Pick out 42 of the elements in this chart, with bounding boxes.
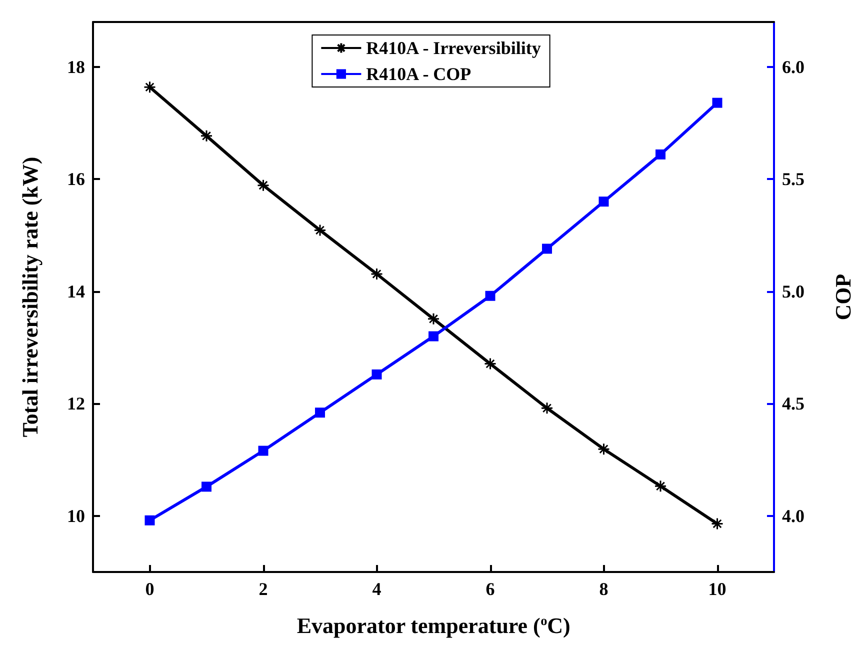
point (540, 402, 554, 414)
y2-tick-label: 5.0 (782, 281, 804, 302)
x-tick-label: 6 (486, 579, 495, 599)
x-tick-label: 4 (372, 579, 382, 599)
legend-label: R410A - COP (366, 64, 472, 84)
point (370, 268, 383, 280)
y2-tick-label: 4.5 (782, 394, 804, 414)
point (202, 482, 212, 492)
point (654, 480, 667, 492)
y-axis-title: Total irreversibility rate (kW) (18, 156, 42, 438)
y-tick-label: 14 (67, 281, 85, 302)
y2-tick-label: 6.0 (782, 56, 804, 77)
y2-tick-label: 4.0 (782, 506, 804, 526)
y-tick-label: 18 (67, 56, 85, 77)
point (258, 446, 268, 456)
x-tick-label: 10 (708, 579, 726, 599)
point (711, 517, 724, 530)
point (598, 196, 609, 207)
y-tick-label: 12 (67, 394, 85, 414)
point (144, 80, 156, 94)
x-tick-label: 0 (145, 579, 154, 599)
point (656, 149, 666, 160)
x-tick-label: 8 (599, 579, 608, 599)
y-tick-label: 16 (67, 169, 85, 190)
y2-tick-label: 5.5 (782, 169, 804, 190)
point (484, 358, 496, 370)
point (598, 442, 610, 456)
point (257, 179, 270, 192)
y2-axis-title: COP (830, 274, 856, 320)
point (315, 408, 325, 418)
point (427, 312, 440, 326)
point (314, 224, 326, 236)
legend-label: R410A - Irreversibility (366, 38, 541, 58)
point (144, 515, 155, 526)
point (712, 98, 722, 108)
point (542, 244, 552, 254)
point (200, 130, 213, 142)
point (428, 331, 438, 342)
y-tick-label: 10 (67, 506, 85, 526)
x-tick-label: 2 (258, 579, 268, 599)
point (372, 369, 382, 380)
point (485, 290, 496, 301)
